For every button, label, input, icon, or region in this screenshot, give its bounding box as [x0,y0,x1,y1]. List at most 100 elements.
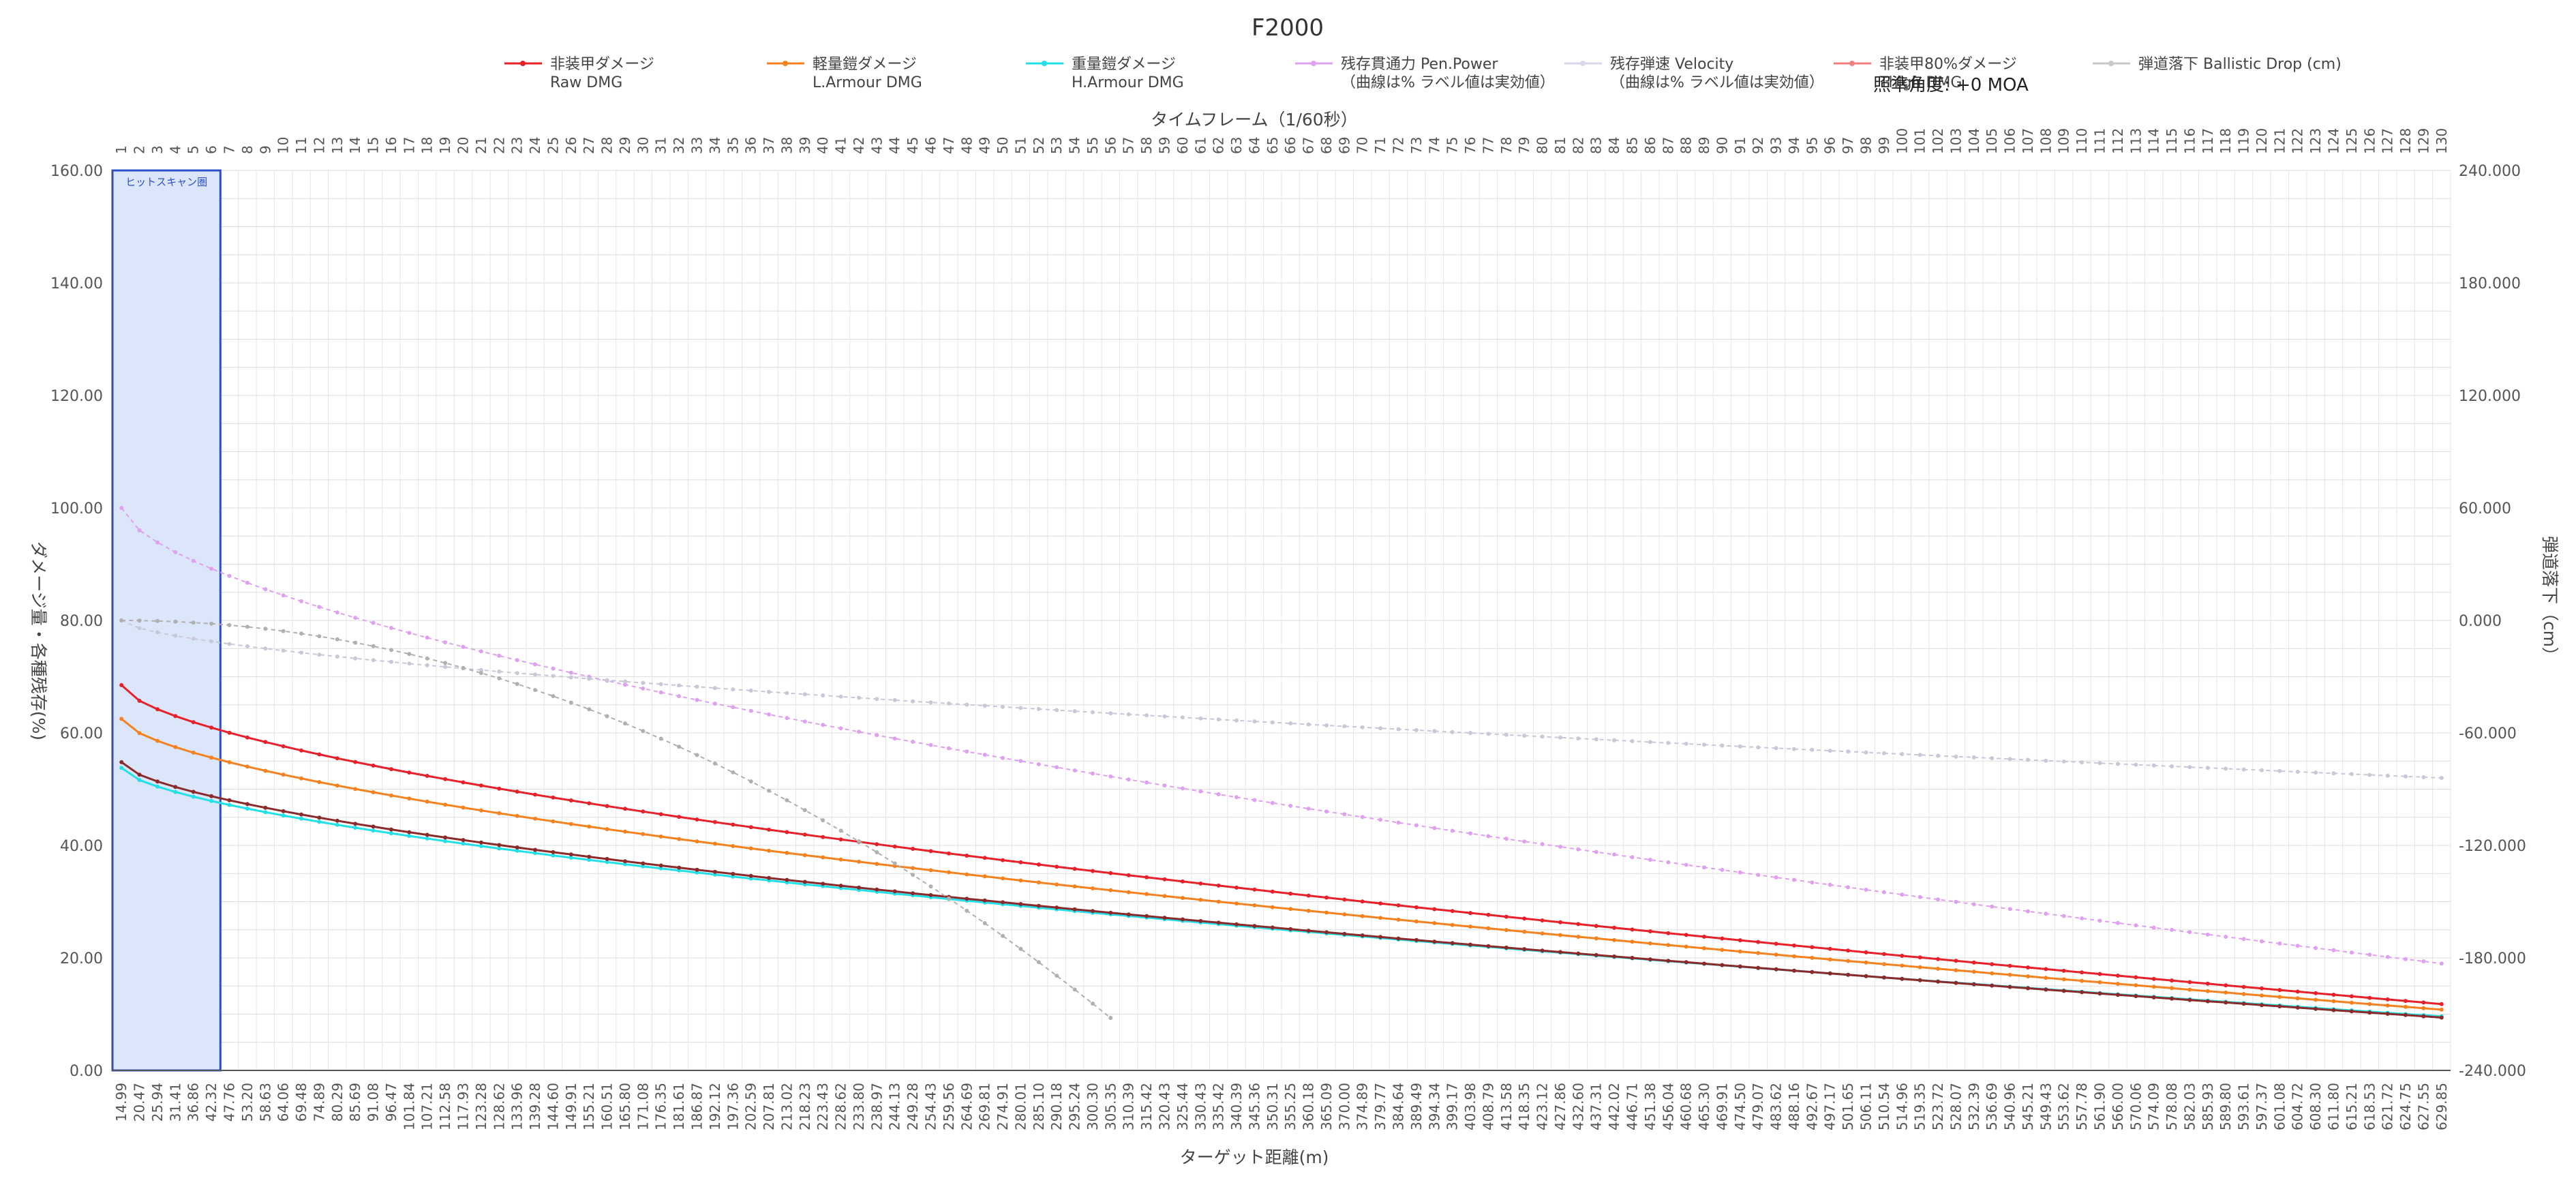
bottom-x-tick-label: 197.36 [725,1083,741,1130]
series-point [838,857,843,862]
series-point [1306,929,1311,933]
series-point [2385,773,2390,778]
series-point [1990,904,1995,909]
series-point [2224,1000,2228,1005]
series-point [1792,968,1796,973]
series-point [1036,862,1041,867]
series-point [2314,991,2318,995]
series-point [1072,907,1077,912]
top-x-tick-label: 55 [1085,137,1101,154]
bottom-x-tick-label: 315.42 [1138,1083,1155,1130]
series-point [263,646,268,651]
bottom-x-tick-label: 335.42 [1211,1083,1227,1130]
top-x-tick-label: 22 [491,137,507,154]
series-point [677,683,682,688]
series-point [317,815,322,820]
series-point [1522,929,1527,934]
bottom-x-tick-label: 601.08 [2271,1083,2288,1130]
series-point [641,832,646,837]
series-point [1612,738,1617,742]
series-point [1252,887,1257,892]
series-point [1198,897,1203,902]
series-point [1828,971,1832,976]
series-point [1738,870,1742,875]
series-point [1091,869,1095,873]
series-point [1881,952,1886,957]
series-point [677,745,682,749]
top-x-tick-label: 130 [2434,128,2450,154]
series-point [911,740,915,744]
legend-label: 残存弾速 Velocity [1610,56,1733,73]
top-x-tick-label: 87 [1660,137,1676,154]
series-point [641,680,646,685]
bottom-x-tick-label: 578.08 [2164,1083,2180,1130]
series-point [1666,931,1671,935]
series-point [1936,957,1940,961]
bottom-x-tick-label: 465.30 [1696,1083,1712,1130]
series-point [119,717,124,721]
legend-item: 残存弾速 Velocity（曲線は% ラベル値は実効値） [1564,56,1824,91]
series-point [353,787,358,792]
series-point [2115,762,2120,766]
series-point [838,726,843,731]
top-x-tick-label: 52 [1031,137,1047,154]
top-x-tick-label: 99 [1876,137,1892,154]
bottom-x-tick-label: 442.02 [1606,1083,1622,1130]
series-point [569,822,573,826]
series-point [2295,944,2300,948]
series-point [821,723,825,727]
series-point [928,892,933,897]
series-point [1918,978,1922,982]
series-point [2007,907,2012,912]
top-x-tick-label: 9 [257,145,273,154]
top-x-tick-label: 26 [563,137,579,154]
bottom-x-tick-label: 370.00 [1336,1083,1352,1130]
series-point [1971,970,1976,974]
series-point [1378,916,1383,920]
series-point [875,887,879,892]
series-point [191,620,196,625]
series-point [928,700,933,705]
series-point [1558,920,1562,925]
series-point [623,862,627,867]
bottom-x-tick-label: 202.59 [743,1083,759,1130]
bottom-x-tick-label: 488.16 [1786,1083,1802,1130]
series-point [2224,766,2228,771]
series-point [1881,751,1886,755]
bottom-x-tick-label: 432.60 [1570,1083,1586,1130]
series-point [443,665,448,670]
series-point [1450,909,1455,914]
series-point [1738,744,1742,749]
series-point [695,870,699,875]
series-point [155,540,160,545]
bottom-x-tick-label: 310.39 [1121,1083,1137,1130]
top-x-tick-label: 92 [1750,137,1766,154]
series-point [2295,996,2300,1001]
series-point [1288,907,1293,912]
series-point [1055,905,1059,910]
series-point [785,851,789,855]
series-point [1756,950,1761,955]
series-point [821,882,825,886]
series-point [317,634,322,639]
series-point [982,704,987,708]
top-x-tick-label: 112 [2110,128,2126,154]
top-x-tick-label: 80 [1534,137,1551,154]
series-point [767,827,771,832]
series-point [443,640,448,645]
series-point [1918,753,1922,757]
top-x-tick-label: 86 [1642,137,1658,154]
bottom-x-tick-label: 128.62 [491,1083,507,1130]
top-x-tick-label: 129 [2415,128,2431,154]
series-point [1738,938,1742,943]
series-point [623,721,627,726]
series-point [407,834,412,839]
series-point [407,770,412,775]
top-x-tick-label: 14 [347,137,363,154]
series-point [2349,1000,2354,1005]
top-x-tick-label: 38 [778,137,795,154]
series-point [389,793,393,798]
series-point [1018,902,1023,906]
series-point [461,841,466,846]
series-point [1594,850,1598,854]
